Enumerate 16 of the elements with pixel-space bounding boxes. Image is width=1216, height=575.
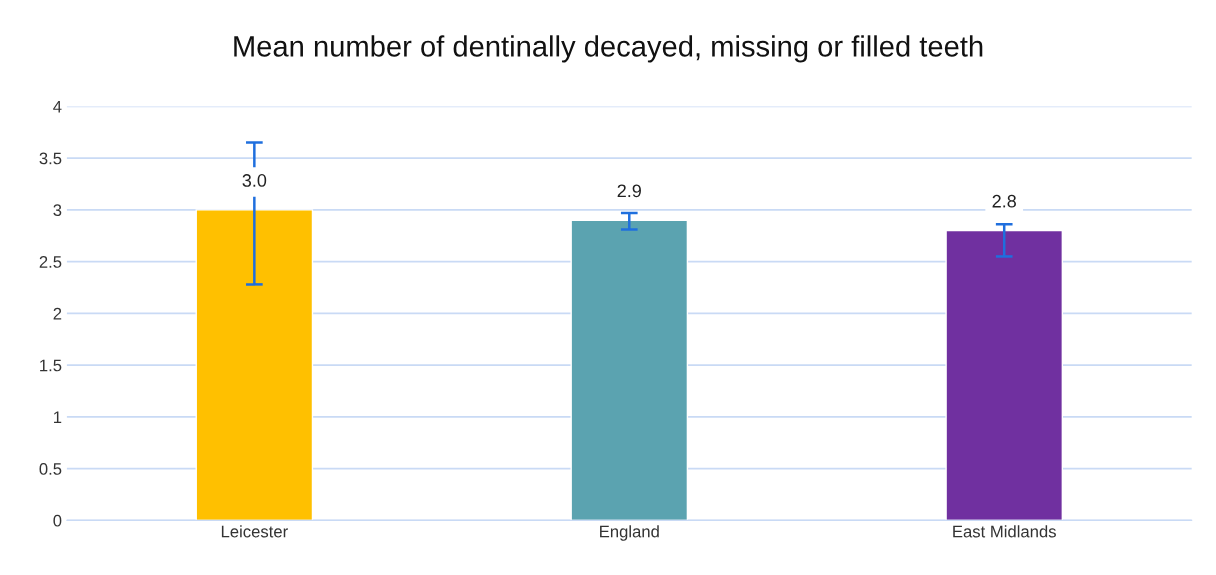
y-tick-label: 3.5 (39, 152, 62, 165)
y-tick-label: 3 (53, 204, 62, 217)
y-tick-label: 0 (53, 514, 62, 527)
x-tick-label: East Midlands (953, 525, 1056, 538)
x-tick-label: Leicester (221, 525, 288, 538)
y-tick-label: 4 (53, 100, 62, 113)
chart-title: Mean number of dentinally decayed, missing or filled teeth (234, 35, 983, 63)
y-tick-label: 0.5 (39, 463, 62, 475)
y-tick-label: 2 (53, 307, 62, 320)
y-tick-label: 1 (54, 411, 62, 423)
data-label: 3.0 (242, 174, 267, 187)
data-label: 2.9 (617, 184, 641, 198)
x-tick-label: England (600, 525, 659, 541)
y-tick-label: 2.5 (39, 256, 62, 268)
y-tick-label: 1.5 (40, 359, 62, 372)
data-label: 2.8 (992, 194, 1016, 208)
